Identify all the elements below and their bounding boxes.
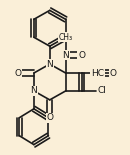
Text: HC: HC xyxy=(91,69,104,78)
Text: O: O xyxy=(110,69,117,78)
Text: O: O xyxy=(14,69,21,78)
Text: N: N xyxy=(30,86,37,95)
Text: N: N xyxy=(62,51,69,60)
Text: N: N xyxy=(46,60,53,69)
Text: O: O xyxy=(46,113,53,122)
Text: O: O xyxy=(78,51,85,60)
Text: CH₃: CH₃ xyxy=(59,33,73,42)
Text: Cl: Cl xyxy=(98,86,106,95)
